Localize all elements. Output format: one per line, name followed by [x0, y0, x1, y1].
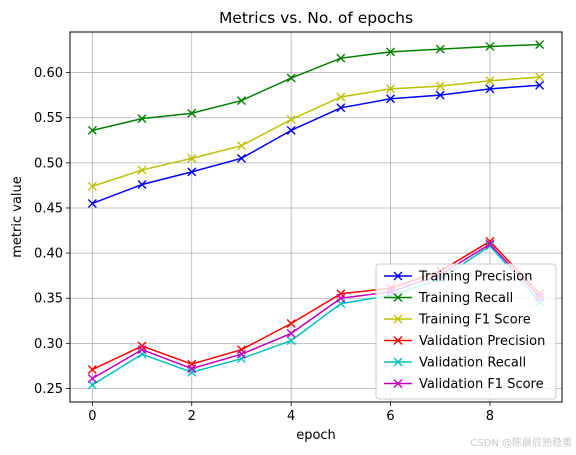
series-line [91, 244, 541, 386]
data-point [286, 336, 296, 346]
y-tick-label: 0.30 [34, 337, 63, 352]
data-point [87, 365, 97, 375]
legend-marker [393, 357, 403, 367]
legend-item: Training Precision [384, 270, 532, 285]
data-point [485, 84, 495, 94]
data-point [286, 125, 296, 135]
series-training-f1-score [87, 72, 545, 191]
x-tick-label: 8 [486, 409, 494, 424]
legend-label: Training Precision [418, 270, 532, 285]
legend-item: Validation Recall [384, 356, 526, 371]
chart-title: Metrics vs. No. of epochs [219, 9, 413, 27]
legend-label: Validation F1 Score [419, 377, 544, 392]
data-point [137, 165, 147, 175]
ticks: 0 2 4 6 8 0.25 0.30 0.35 0.40 0.45 0.50 0.55 0.60 [34, 66, 494, 424]
legend-item: Validation Precision [384, 334, 545, 349]
data-point [485, 241, 495, 251]
data-point [286, 328, 296, 338]
y-tick-label: 0.55 [34, 111, 63, 126]
x-tick-label: 6 [386, 409, 394, 424]
y-tick-label: 0.45 [34, 201, 63, 216]
data-point [187, 153, 197, 163]
data-point [386, 84, 396, 94]
data-point [236, 141, 246, 151]
grid [70, 32, 562, 402]
data-point [87, 374, 97, 384]
data-point [485, 76, 495, 86]
legend-marker [393, 379, 403, 388]
data-point [236, 153, 246, 163]
data-point [286, 115, 296, 125]
data-point [87, 181, 97, 191]
data-point [187, 367, 197, 377]
data-point [137, 114, 147, 124]
data-point [336, 103, 346, 113]
x-axis-label: epoch [296, 428, 336, 443]
data-point [286, 73, 296, 83]
series-line [92, 43, 540, 132]
series-line [92, 84, 540, 205]
data-point [336, 293, 346, 303]
data-point [286, 318, 296, 328]
data-point [386, 47, 396, 57]
legend-item: Validation F1 Score [384, 377, 544, 392]
data-point [535, 72, 545, 82]
data-point [435, 90, 445, 100]
x-tick-label: 4 [287, 409, 295, 424]
series-line [92, 76, 540, 188]
series-training-precision [87, 80, 545, 208]
y-tick-label: 0.25 [34, 382, 63, 397]
data-point [87, 125, 97, 135]
legend-marker [393, 293, 403, 302]
data-point [336, 53, 346, 63]
series-line [92, 240, 541, 371]
y-axis-label: metric value [10, 176, 25, 258]
data-point [236, 96, 246, 106]
data-point [485, 239, 495, 249]
watermark-text: CSDN @陈晨辰熟稳重 [470, 436, 572, 449]
legend: Training Precision Training Recall Trainin… [375, 263, 557, 400]
data-point [435, 81, 445, 91]
legend-label: Validation Precision [419, 334, 545, 349]
legend-marker [393, 336, 403, 345]
data-point [535, 80, 545, 90]
legend-marker [393, 314, 403, 324]
data-point [137, 341, 147, 351]
legend-label: Validation Recall [419, 356, 526, 371]
legend-item: Training F1 Score [384, 313, 531, 328]
y-tick-label: 0.50 [34, 156, 63, 171]
data-point [187, 108, 197, 118]
data-point [435, 44, 445, 54]
x-tick-label: 2 [188, 409, 196, 424]
legend-label: Training Recall [418, 291, 513, 306]
y-tick-label: 0.40 [34, 247, 63, 262]
series-training-recall [87, 40, 545, 135]
data-point [137, 345, 147, 355]
y-tick-label: 0.60 [34, 66, 63, 81]
legend-item: Training Recall [384, 291, 513, 306]
y-tick-label: 0.35 [34, 292, 63, 307]
x-tick-label: 0 [88, 409, 96, 424]
data-point [137, 180, 147, 190]
plot-frame [69, 31, 563, 403]
data-point [485, 41, 495, 51]
legend-marker [393, 271, 403, 281]
data-point [87, 198, 97, 208]
series-line [91, 243, 541, 380]
data-point [236, 349, 246, 359]
legend-label: Training F1 Score [418, 313, 531, 328]
data-point [187, 364, 197, 374]
legend-box [375, 263, 557, 400]
data-point [535, 40, 545, 50]
data-point [187, 167, 197, 177]
data-point [386, 94, 396, 104]
data-point [336, 92, 346, 102]
